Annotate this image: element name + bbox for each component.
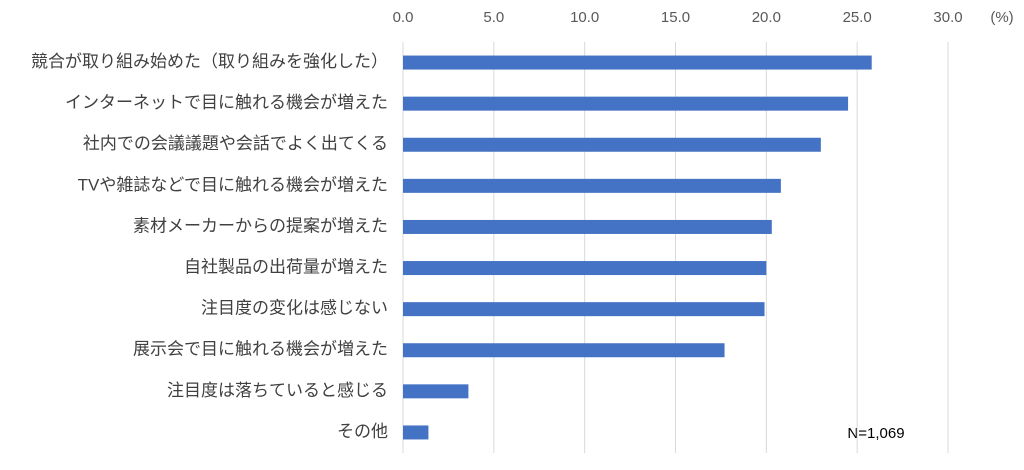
y-tick-label: 自社製品の出荷量が増えた bbox=[184, 258, 388, 277]
y-tick-label: 競合が取り組み始めた（取り組みを強化した） bbox=[31, 52, 388, 71]
bar bbox=[403, 384, 469, 399]
bar bbox=[403, 219, 772, 234]
x-tick-label: 20.0 bbox=[752, 9, 781, 26]
bar bbox=[403, 55, 872, 70]
bar bbox=[403, 96, 849, 111]
y-tick-label: 注目度の変化は感じない bbox=[201, 299, 388, 318]
annotation: N=1,069 bbox=[847, 425, 904, 442]
bar bbox=[403, 302, 765, 317]
x-tick-label: 5.0 bbox=[483, 9, 504, 26]
bar bbox=[403, 343, 725, 358]
x-tick-label: 15.0 bbox=[661, 9, 690, 26]
y-tick-label: 素材メーカーからの提案が増えた bbox=[133, 216, 388, 235]
y-tick-label: その他 bbox=[337, 422, 388, 441]
y-tick-label: 注目度は落ちていると感じる bbox=[167, 381, 388, 400]
x-tick-label: 30.0 bbox=[933, 9, 962, 26]
y-tick-label: TVや雑誌などで目に触れる機会が増えた bbox=[78, 175, 388, 194]
x-tick-label: 0.0 bbox=[393, 9, 414, 26]
y-tick-label: 展示会で目に触れる機会が増えた bbox=[133, 340, 388, 359]
y-tick-label: インターネットで目に触れる機会が増えた bbox=[65, 93, 388, 112]
bar bbox=[403, 178, 781, 193]
bar bbox=[403, 137, 821, 152]
x-tick-label: 25.0 bbox=[843, 9, 872, 26]
y-tick-label: 社内での会議議題や会話でよく出てくる bbox=[83, 134, 388, 153]
x-unit: (%) bbox=[990, 9, 1013, 26]
x-tick-label: 10.0 bbox=[570, 9, 599, 26]
bar bbox=[403, 261, 767, 276]
bar bbox=[403, 425, 429, 440]
